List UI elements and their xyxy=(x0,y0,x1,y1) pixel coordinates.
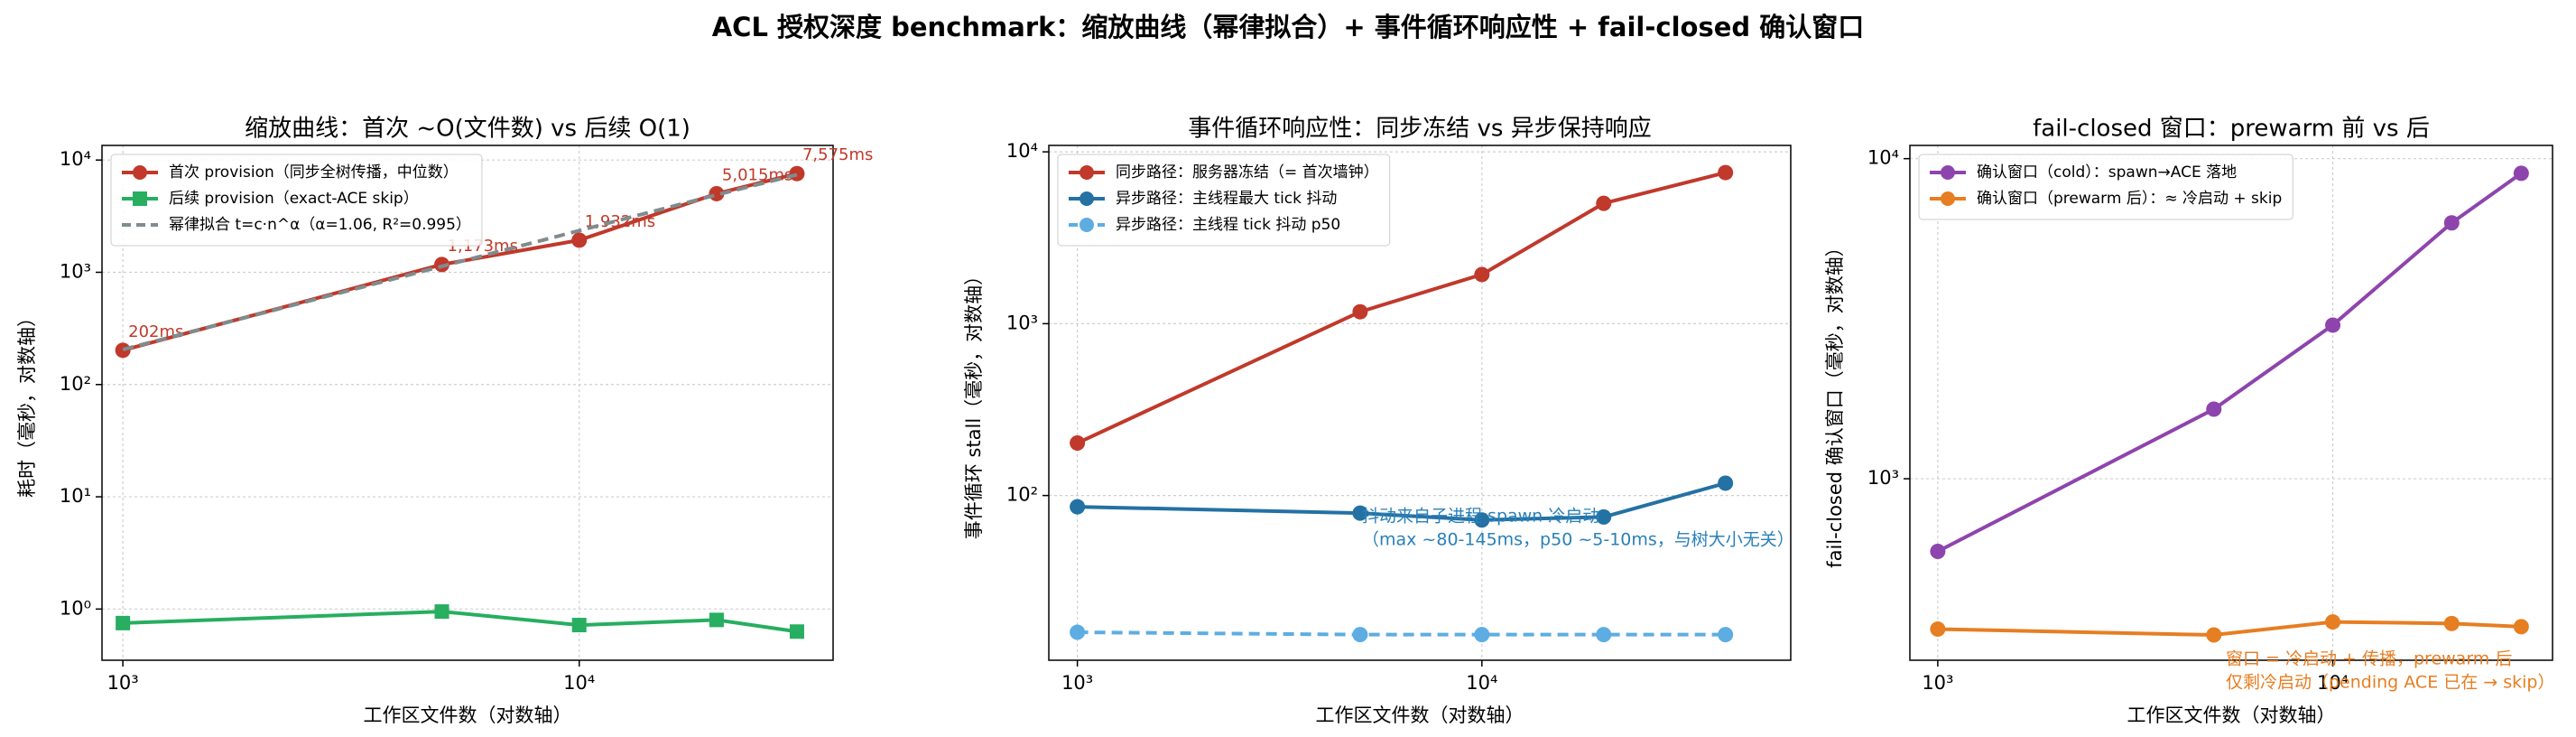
legend: 同步路径：服务器冻结（= 首次墙钟） 异步路径：主线程最大 tick 抖动异步路径… xyxy=(1057,154,1391,247)
legend-box xyxy=(1918,154,2293,220)
legend-marker xyxy=(1080,191,1094,206)
y-axis-label: fail-closed 确认窗口（毫秒，对数轴） xyxy=(1824,238,1846,568)
y-tick-label: 10⁴ xyxy=(1006,140,1038,162)
legend-label: 确认窗口（cold）：spawn→ACE 落地 xyxy=(1977,163,2237,182)
legend-marker xyxy=(1080,218,1094,232)
x-tick-label: 10³ xyxy=(1922,672,1953,694)
legend-marker xyxy=(1941,165,1955,180)
y-tick-label: 10² xyxy=(1006,484,1038,506)
data-point xyxy=(1596,195,1612,211)
data-point xyxy=(1930,543,1946,559)
data-point xyxy=(1718,164,1734,181)
axes-frame xyxy=(101,145,834,661)
legend-label: 幂律拟合 t=c·n^α（α=1.06, R²=0.995） xyxy=(169,216,471,234)
legend-label: 同步路径：服务器冻结（= 首次墙钟） xyxy=(1116,163,1379,182)
annotation: 仅剩冷启动（pending ACE 已在 → skip） xyxy=(2226,673,2555,693)
data-point xyxy=(2443,615,2460,631)
series-line xyxy=(122,173,798,351)
legend-label: 首次 provision（同步全树传播，中位数） xyxy=(169,163,459,182)
x-tick-label: 10⁴ xyxy=(2317,672,2349,694)
annotation: 抖动来自子进程 spawn 冷启动 xyxy=(1362,507,1599,527)
legend-label: 异步路径：主线程 tick 抖动 p50 xyxy=(1116,216,1340,234)
data-point xyxy=(2513,165,2529,182)
chart-title: fail-closed 窗口：prewarm 前 vs 后 xyxy=(2033,116,2430,143)
x-axis-label: 工作区文件数（对数轴） xyxy=(364,704,572,726)
legend-label: 后续 provision（exact-ACE skip） xyxy=(169,190,419,208)
value-label: 202ms xyxy=(128,322,183,341)
y-axis-label: 事件循环 stall（毫秒，对数轴） xyxy=(963,266,985,539)
data-point xyxy=(1474,627,1490,643)
y-tick-label: 10² xyxy=(60,373,91,395)
data-point xyxy=(1930,621,1946,638)
annotation: （max ~80-145ms，p50 ~5-10ms，与树大小无关） xyxy=(1362,530,1794,550)
data-point xyxy=(1596,508,1612,525)
data-point xyxy=(1596,627,1612,643)
y-tick-label: 10⁰ xyxy=(60,597,91,619)
value-label: 7,575ms xyxy=(802,145,873,164)
legend-marker xyxy=(133,165,147,180)
data-point xyxy=(789,624,804,639)
x-tick-label: 10⁴ xyxy=(1466,672,1497,694)
data-point xyxy=(2443,215,2460,231)
y-tick-label: 10³ xyxy=(1867,467,1899,489)
data-point xyxy=(1718,627,1734,643)
data-point xyxy=(2325,614,2341,630)
x-tick-label: 10⁴ xyxy=(563,672,595,694)
legend-marker xyxy=(133,191,147,206)
data-point xyxy=(2206,401,2222,417)
x-tick-label: 10³ xyxy=(1061,672,1093,694)
data-point xyxy=(571,618,587,633)
data-point xyxy=(1070,435,1086,452)
legend-box xyxy=(1057,154,1391,247)
legend-marker xyxy=(1080,165,1094,180)
legend-label: 异步路径：主线程最大 tick 抖动 xyxy=(1116,190,1337,208)
data-point xyxy=(115,342,131,359)
data-point xyxy=(1070,499,1086,515)
data-point xyxy=(1352,505,1368,521)
y-tick-label: 10¹ xyxy=(60,485,91,507)
legend-box xyxy=(110,154,483,247)
data-point xyxy=(1352,627,1368,643)
legend-label: 确认窗口（prewarm 后）：≈ 冷启动 + skip xyxy=(1977,190,2282,208)
chart-title: 事件循环响应性：同步冻结 vs 异步保持响应 xyxy=(1188,116,1651,143)
data-point xyxy=(2206,627,2222,643)
data-point xyxy=(1070,624,1086,640)
chart-title: 缩放曲线：首次 ~O(文件数) vs 后续 O(1) xyxy=(245,116,690,143)
x-tick-label: 10³ xyxy=(107,672,139,694)
y-tick-label: 10⁴ xyxy=(60,148,91,170)
data-point xyxy=(1474,266,1490,283)
data-point xyxy=(709,612,724,628)
axes-frame xyxy=(1909,145,2553,661)
y-tick-label: 10³ xyxy=(60,260,91,282)
value-label: 5,015ms xyxy=(722,165,792,184)
x-axis-label: 工作区文件数（对数轴） xyxy=(1316,704,1524,726)
data-point xyxy=(1474,512,1490,528)
data-point xyxy=(571,232,588,248)
data-point xyxy=(1718,475,1734,491)
legend: 首次 provision（同步全树传播，中位数） 后续 provision（exa… xyxy=(110,154,483,247)
y-axis-label: 耗时（毫秒，对数轴） xyxy=(16,308,38,498)
data-point xyxy=(2325,317,2341,333)
annotation: 窗口 = 冷启动 + 传播，prewarm 后 xyxy=(2226,649,2512,669)
x-axis-label: 工作区文件数（对数轴） xyxy=(2127,704,2336,726)
y-tick-label: 10⁴ xyxy=(1867,147,1899,169)
legend-marker xyxy=(1941,191,1955,206)
y-tick-label: 10³ xyxy=(1006,312,1038,333)
data-point xyxy=(2513,619,2529,635)
data-point xyxy=(116,615,131,630)
suptitle: ACL 授权深度 benchmark：缩放曲线（幂律拟合）+ 事件循环响应性 +… xyxy=(712,12,1865,42)
data-point xyxy=(789,165,805,182)
data-point xyxy=(434,604,449,620)
plot-area xyxy=(1910,145,2553,660)
data-point xyxy=(1352,303,1368,320)
axes-frame xyxy=(1048,145,1792,661)
